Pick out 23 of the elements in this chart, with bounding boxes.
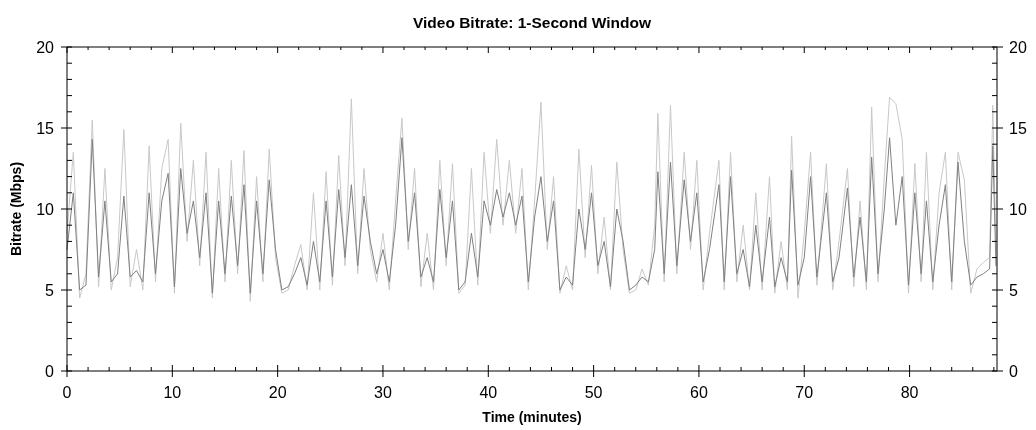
x-tick-label: 50	[584, 384, 603, 401]
x-tick-label: 70	[795, 384, 814, 401]
x-tick-label: 0	[62, 384, 72, 401]
x-tick-label: 20	[268, 384, 287, 401]
y2-tick-label: 10	[1009, 200, 1027, 218]
y-tick-label: 15	[36, 119, 55, 137]
x-tick-label: 80	[900, 384, 919, 401]
y2-tick-label: 0	[1009, 362, 1018, 380]
y-axis-title: Bitrate (Mbps)	[8, 161, 24, 257]
y2-tick-label: 15	[1009, 119, 1027, 137]
chart-title: Video Bitrate: 1-Second Window	[412, 14, 652, 31]
x-tick-label: 40	[479, 384, 498, 401]
y2-tick-label: 5	[1009, 281, 1018, 299]
x-tick-label: 60	[690, 384, 708, 401]
y-tick-label: 0	[45, 362, 55, 380]
y-tick-label: 10	[36, 200, 55, 218]
x-axis-title: Time (minutes)	[482, 409, 582, 425]
x-tick-label: 10	[163, 384, 182, 401]
x-tick-label: 30	[374, 384, 392, 401]
y-tick-label: 20	[36, 38, 55, 56]
line-series	[66, 137, 997, 294]
y2-tick-label: 20	[1009, 38, 1027, 56]
y-tick-label: 5	[45, 281, 55, 299]
